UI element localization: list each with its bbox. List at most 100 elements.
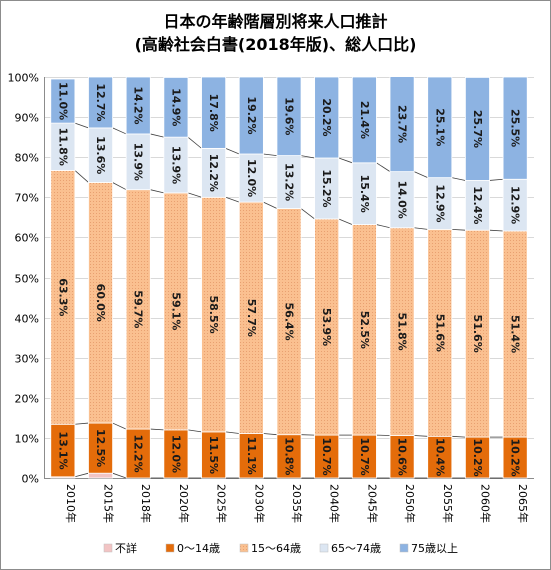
series-line <box>414 227 428 230</box>
series-line <box>74 422 89 425</box>
bar-segment <box>502 178 528 232</box>
bar-segment <box>276 76 302 156</box>
bar-segment <box>238 433 264 479</box>
series-line <box>74 472 89 478</box>
bar-segment <box>238 76 264 155</box>
data-label: 10.4% <box>433 438 446 476</box>
bar-segment <box>50 78 76 124</box>
bar-segment <box>238 201 264 434</box>
data-label: 13.9% <box>132 143 145 181</box>
bar-segment <box>427 177 453 230</box>
bar-segment <box>88 422 113 474</box>
bar-segment <box>125 76 151 135</box>
y-tick-label: 70% <box>15 192 39 205</box>
bar-segment <box>389 76 415 173</box>
series-line <box>187 136 202 149</box>
bar-segment <box>351 76 377 164</box>
bar-segment <box>351 434 377 479</box>
series-line <box>451 435 466 438</box>
bar-segment <box>163 77 189 138</box>
data-label: 10.8% <box>283 437 296 475</box>
bar-segment <box>125 428 151 479</box>
series-line <box>413 171 428 179</box>
y-tick-label: 50% <box>15 273 39 286</box>
bar-segment <box>238 153 264 203</box>
data-label: 12.2% <box>207 154 220 192</box>
data-label: 10.7% <box>320 437 333 475</box>
chart-title: 日本の年齢階層別将来人口推計 <box>163 12 388 31</box>
series-line <box>225 196 240 203</box>
series-line <box>225 148 240 155</box>
bar-segment <box>464 436 490 479</box>
data-label: 12.4% <box>471 186 484 224</box>
data-label: 11.8% <box>56 128 69 166</box>
data-label: 12.7% <box>94 83 107 121</box>
series-line <box>263 201 278 209</box>
bar-segment <box>351 224 377 436</box>
series-line <box>112 472 127 479</box>
series-line <box>112 127 127 135</box>
data-label: 12.2% <box>132 434 145 472</box>
y-tick-label: 10% <box>15 433 39 446</box>
legend-swatch <box>103 543 113 553</box>
data-label: 15.4% <box>358 175 371 213</box>
bar-segment <box>201 76 227 149</box>
series-line <box>489 229 504 232</box>
x-tick-label: 2045年 <box>365 484 379 523</box>
data-label: 51.6% <box>433 314 446 352</box>
series-line <box>187 192 202 198</box>
data-label: 51.6% <box>471 315 484 353</box>
x-tick-label: 2055年 <box>441 484 455 523</box>
series-line <box>225 431 240 434</box>
y-tick-label: 40% <box>15 313 39 326</box>
bar-segment <box>389 435 415 479</box>
series-line <box>338 218 353 225</box>
data-label: 13.1% <box>56 431 69 469</box>
bar-segment <box>88 127 113 183</box>
y-tick-label: 20% <box>15 393 39 406</box>
data-label: 53.9% <box>320 308 333 346</box>
series-line <box>376 224 391 229</box>
data-label: 63.3% <box>56 278 69 316</box>
data-label: 58.5% <box>207 296 220 334</box>
data-label: 20.2% <box>320 98 333 136</box>
data-label: 19.2% <box>245 96 258 134</box>
x-tick-label: 2065年 <box>516 484 530 523</box>
bar-segment <box>502 76 528 180</box>
data-label: 12.9% <box>433 184 446 222</box>
series-line <box>74 122 89 129</box>
series-line <box>112 422 127 430</box>
series-line <box>150 133 164 138</box>
data-label: 10.6% <box>396 438 409 476</box>
bar-segment <box>427 76 453 179</box>
data-label: 14.0% <box>396 181 409 219</box>
series-line <box>263 153 277 156</box>
data-label: 19.6% <box>283 97 296 135</box>
bar-segment <box>314 76 340 159</box>
data-label: 51.4% <box>509 315 522 353</box>
series-line <box>112 182 127 191</box>
legend-label: 65～74歳 <box>331 542 381 555</box>
data-label: 52.5% <box>358 311 371 349</box>
bar-segment <box>201 196 227 433</box>
data-label: 11.1% <box>245 437 258 475</box>
x-tick-label: 2060年 <box>478 484 492 523</box>
bar-segment <box>125 189 151 430</box>
data-label: 14.2% <box>132 86 145 124</box>
bar-segment <box>50 423 76 478</box>
x-tick-label: 2010年 <box>64 484 78 523</box>
bar-segment <box>88 76 113 129</box>
bar-segment <box>163 136 189 194</box>
data-label: 12.5% <box>94 429 107 467</box>
series-line <box>489 178 504 181</box>
data-label: 12.0% <box>169 435 182 473</box>
legend-label: 不詳 <box>115 541 137 555</box>
data-label: 23.7% <box>396 105 409 143</box>
bar-segment <box>502 436 528 479</box>
y-tick-label: 90% <box>15 112 39 125</box>
data-label: 13.6% <box>94 136 107 174</box>
data-label: 25.1% <box>433 108 446 146</box>
series-line <box>376 162 391 172</box>
data-label: 25.7% <box>471 110 484 148</box>
